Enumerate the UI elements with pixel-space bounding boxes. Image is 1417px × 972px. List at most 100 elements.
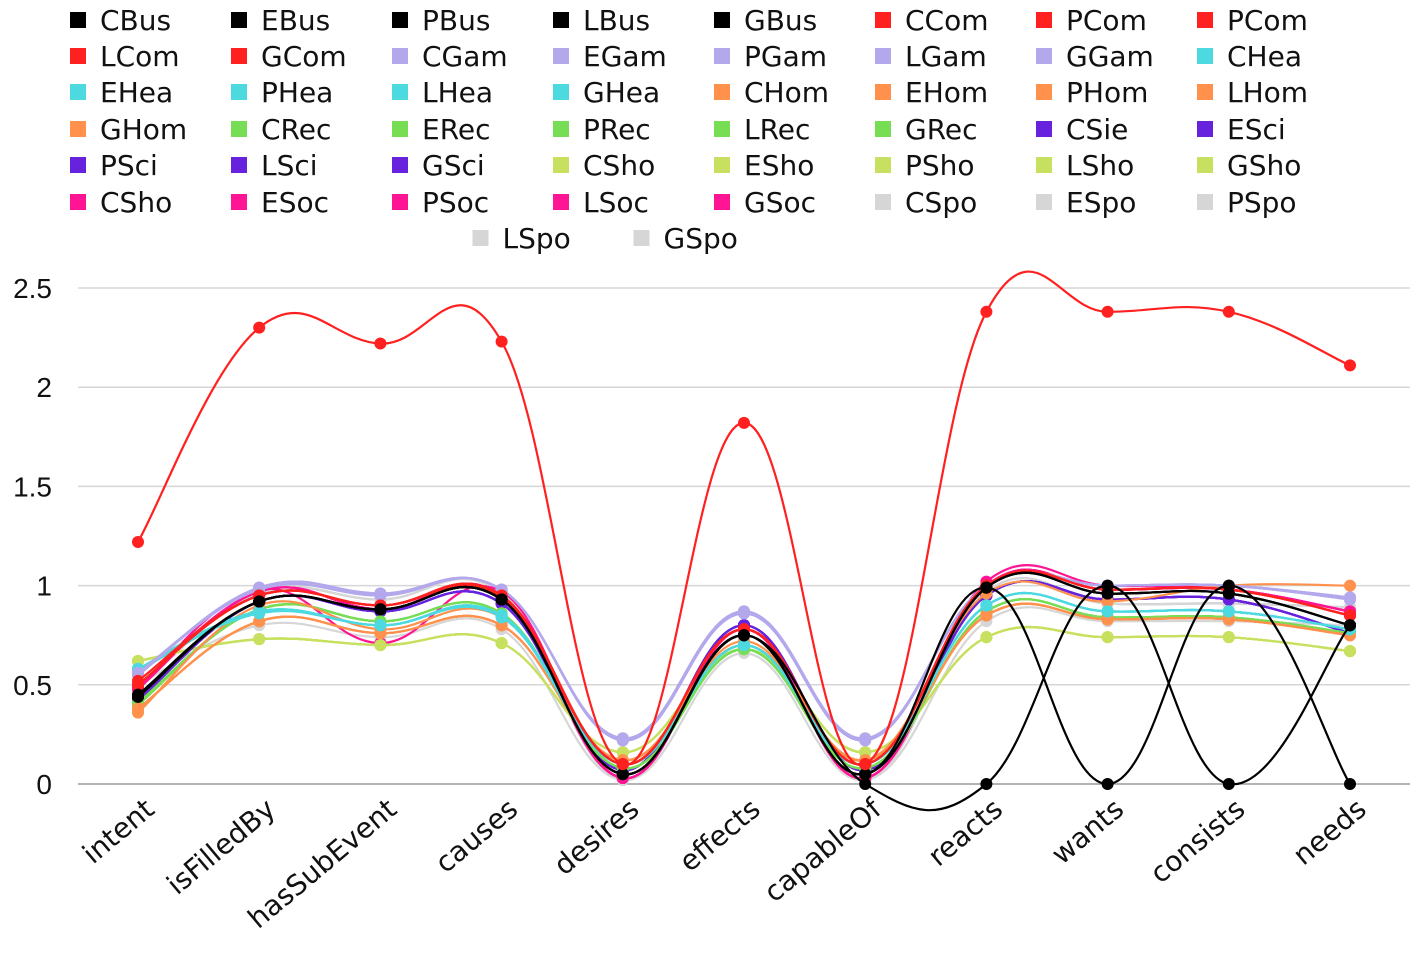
legend-label: GSho: [1227, 149, 1301, 182]
data-point: [980, 778, 993, 790]
legend-label: LSho: [1066, 149, 1134, 182]
data-point: [738, 416, 750, 429]
legend-label: ESho: [744, 149, 814, 182]
x-tick-label: isFilledBy: [160, 792, 281, 901]
data-point: [253, 321, 266, 334]
legend-item: LHea: [392, 76, 493, 109]
y-tick-label: 0: [36, 769, 52, 800]
series-line: [137, 568, 1351, 780]
data-point: [1344, 619, 1356, 632]
y-tick-label: 0.5: [13, 670, 52, 701]
legend-label: PHea: [261, 76, 333, 109]
legend-label: PGam: [744, 40, 827, 73]
legend-swatch: [70, 48, 86, 64]
legend-label: GHea: [583, 76, 660, 109]
data-point: [495, 335, 508, 348]
legend-label: ESoc: [261, 186, 329, 219]
legend-swatch: [553, 84, 569, 100]
legend-swatch: [392, 12, 408, 28]
legend-label: LRec: [744, 113, 810, 146]
legend-item: PCom: [1036, 4, 1147, 37]
legend-label: LSpo: [503, 222, 571, 255]
legend-label: GSpo: [664, 222, 738, 255]
data-point: [1222, 631, 1235, 644]
data-point: [1344, 778, 1356, 790]
x-tick-label: needs: [1287, 792, 1373, 872]
legend-item: LSho: [1036, 149, 1134, 182]
y-tick-label: 1.5: [13, 471, 52, 502]
legend-item: GSpo: [633, 222, 738, 255]
legend-label: CRec: [261, 113, 331, 146]
legend-swatch: [472, 230, 489, 246]
legend-swatch: [875, 121, 891, 137]
legend-label: PRec: [583, 113, 651, 146]
y-tick-label: 2.5: [13, 273, 52, 304]
data-point: [859, 768, 872, 781]
legend-item: PSpo: [1197, 186, 1297, 219]
legend-swatch: [231, 48, 247, 64]
data-point: [495, 609, 508, 622]
legend-label: ESpo: [1066, 186, 1136, 219]
legend-swatch: [633, 230, 650, 246]
data-point: [132, 535, 144, 548]
legend-label: GRec: [905, 113, 978, 146]
legend-item: CGam: [392, 40, 508, 73]
legend-swatch: [714, 121, 730, 137]
legend-label: CSho: [583, 149, 655, 182]
legend-item: GCom: [231, 40, 347, 73]
series-CCom: [132, 270, 1356, 771]
data-point: [980, 631, 993, 644]
x-tick-label: desires: [547, 792, 645, 882]
legend-item: PHom: [1036, 76, 1148, 109]
legend-swatch: [553, 157, 569, 173]
legend-label: GHom: [100, 113, 187, 146]
legend-item: GSho: [1197, 149, 1301, 182]
data-point: [1101, 605, 1114, 618]
legend-item: GRec: [875, 113, 978, 146]
legend-item: PRec: [553, 113, 651, 146]
legend-swatch: [70, 84, 86, 100]
data-point: [132, 678, 144, 691]
legend-item: CRec: [231, 113, 331, 146]
legend-swatch: [70, 194, 86, 210]
data-point: [738, 639, 750, 652]
data-point: [859, 732, 872, 745]
data-point: [495, 637, 508, 650]
legend-label: CCom: [905, 4, 989, 37]
data-point: [1222, 605, 1235, 618]
legend-label: GBus: [744, 4, 817, 37]
legend-swatch: [1197, 48, 1213, 64]
data-point: [253, 633, 266, 646]
legend-swatch: [875, 194, 891, 210]
legend-swatch: [1197, 121, 1213, 137]
data-point: [980, 305, 993, 318]
series-PSoc: [132, 568, 1356, 785]
legend: CBus EBus PBus LBus GBus CCom PCom PCom LCom GCom…: [70, 4, 1308, 255]
series-group: [132, 270, 1356, 812]
legend-item: EGam: [553, 40, 667, 73]
data-point: [374, 337, 387, 350]
legend-item: ESpo: [1036, 186, 1136, 219]
legend-item: LCom: [70, 40, 180, 73]
data-point: [253, 595, 266, 608]
legend-swatch: [714, 12, 730, 28]
data-point: [1101, 778, 1114, 790]
legend-item: LGam: [875, 40, 987, 73]
legend-swatch: [231, 121, 247, 137]
legend-label: PSci: [100, 149, 158, 182]
legend-label: CGam: [422, 40, 508, 73]
legend-swatch: [875, 48, 891, 64]
legend-label: CHom: [744, 76, 829, 109]
legend-swatch: [553, 194, 569, 210]
legend-swatch: [392, 157, 408, 173]
legend-label: PSpo: [1227, 186, 1297, 219]
legend-label: ERec: [422, 113, 491, 146]
legend-label: LHom: [1227, 76, 1308, 109]
legend-label: GSci: [422, 149, 485, 182]
legend-item: GSoc: [714, 186, 816, 219]
legend-item: CBus: [70, 4, 171, 37]
legend-swatch: [70, 12, 86, 28]
series-LSoc: [132, 568, 1356, 785]
x-tick-label: intent: [76, 792, 160, 870]
data-point: [738, 629, 750, 642]
